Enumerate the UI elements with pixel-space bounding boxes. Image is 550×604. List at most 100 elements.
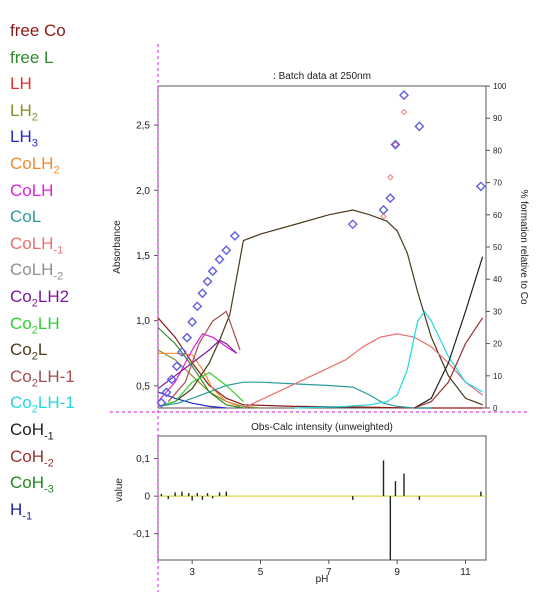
- bottom-plot-frame: [157, 435, 487, 561]
- legend-item-base: CoH: [10, 473, 45, 493]
- residual-bars: [158, 460, 486, 560]
- absorbance-point: [475, 181, 486, 192]
- species-line: [157, 371, 244, 407]
- absorbance-points: [156, 90, 486, 408]
- absorbance-point-calc: [392, 141, 399, 148]
- legend-item-tail: L: [37, 340, 48, 360]
- legend-item-subscript: 2: [31, 377, 38, 390]
- absorbance-point-calc: [400, 108, 408, 116]
- cursor-lines[interactable]: [110, 44, 530, 592]
- y2-tick-label: 30: [493, 307, 502, 316]
- legend-item: LH: [10, 71, 75, 98]
- absorbance-point: [385, 193, 396, 204]
- species-line: [157, 349, 261, 409]
- legend-item: CoH-2: [10, 444, 75, 471]
- y2-tick-label: 40: [493, 275, 502, 284]
- legend-item: CoLH-1: [10, 231, 75, 258]
- legend-item: CoH-1: [10, 417, 75, 444]
- species-line: [157, 209, 483, 407]
- y-tick-label: 0,5: [136, 381, 150, 392]
- absorbance-point: [207, 266, 218, 277]
- legend-item-subscript: -3: [44, 483, 54, 496]
- absorbance-point: [176, 346, 187, 357]
- legend-item-base: free L: [10, 47, 54, 67]
- y2-tick-label: 10: [493, 372, 502, 381]
- legend-item-tail: LH: [37, 313, 60, 333]
- legend-item: Co2LH-1: [10, 364, 75, 391]
- species-line: [414, 256, 484, 409]
- absorbance-point: [378, 204, 389, 215]
- legend-item: Co2LH: [10, 311, 75, 338]
- legend-item-base: free Co: [10, 21, 66, 40]
- species-legend: free Co free L LH LH2 LH3 CoLH2 CoLH CoL CoLH-1 C…: [10, 18, 75, 523]
- x-tick-label: 11: [460, 567, 471, 578]
- legend-item-base: H: [10, 499, 23, 519]
- legend-item-subscript: 2: [31, 111, 38, 124]
- top-plot-y2label: % formation relative to Co: [518, 189, 529, 304]
- y2-tick-label: 60: [493, 211, 502, 220]
- species-line: [157, 333, 237, 402]
- top-plot-title: : Batch data at 250nm: [273, 71, 371, 82]
- y-tick-label: 1,0: [136, 316, 150, 327]
- legend-item-base: CoLH: [10, 233, 54, 253]
- legend-item-base: Co: [10, 393, 32, 413]
- absorbance-point: [202, 276, 213, 287]
- legend-item-tail: LH-1: [37, 393, 75, 413]
- y-tick-label: 1,5: [136, 251, 150, 262]
- legend-item: CoH-3: [10, 470, 75, 497]
- legend-item: Co2L: [10, 337, 75, 364]
- absorbance-point: [390, 139, 401, 150]
- legend-item-subscript: -1: [44, 430, 54, 443]
- legend-item-base: LH: [10, 74, 32, 94]
- absorbance-point: [221, 245, 232, 256]
- absorbance-point: [192, 301, 203, 312]
- top-y2-axis: 0 10 20 30 40 50 60 70 80 90 100: [486, 82, 507, 413]
- legend-item-subscript: 2: [31, 297, 38, 310]
- legend-item-subscript: 2: [31, 403, 38, 416]
- bottom-x-axis: 3 5 7 9 11: [189, 560, 471, 578]
- legend-item-base: Co: [10, 313, 32, 333]
- legend-item-base: Co: [10, 340, 32, 360]
- absorbance-point: [171, 361, 182, 372]
- absorbance-point: [347, 219, 358, 230]
- legend-item: LH3: [10, 124, 75, 151]
- y2-tick-label: 90: [493, 114, 502, 123]
- y2-tick-label: 50: [493, 243, 502, 252]
- legend-item-subscript: -1: [53, 244, 64, 257]
- legend-item-subscript: 2: [31, 350, 38, 363]
- species-line: [294, 310, 483, 409]
- absorbance-point: [187, 316, 198, 327]
- legend-item-subscript: 2: [53, 164, 60, 177]
- legend-item: free Co: [10, 18, 75, 45]
- species-line: [157, 327, 244, 409]
- y2-tick-label: 100: [493, 82, 507, 91]
- legend-item-base: LH: [10, 127, 32, 147]
- absorbance-point: [399, 90, 409, 101]
- legend-item: CoLH: [10, 178, 75, 205]
- residual-plot: Obs-Calc intensity (unweighted) value pH…: [114, 422, 487, 585]
- legend-item-subscript: -1: [22, 510, 33, 523]
- absorbance-point: [414, 121, 425, 132]
- legend-item-subscript: 3: [31, 137, 38, 150]
- x-tick-label: 3: [189, 567, 195, 578]
- top-plot-ylabel: Absorbance: [112, 220, 123, 274]
- top-y-axis: 0,5 1,0 1,5 2,0 2,5: [136, 121, 158, 392]
- legend-item-base: CoH: [10, 419, 45, 439]
- legend-item: Co2LH2: [10, 284, 75, 311]
- legend-item-subscript: 2: [31, 323, 38, 336]
- y2-tick-label: 0: [493, 404, 498, 413]
- legend-item-base: LH: [10, 100, 32, 120]
- absorbance-point: [197, 288, 208, 299]
- y2-tick-label: 70: [493, 179, 502, 188]
- x-tick-label: 7: [326, 567, 332, 578]
- species-line: [158, 352, 241, 407]
- residual-y-tick-label: -0,1: [133, 529, 151, 540]
- species-line: [157, 317, 483, 409]
- bottom-plot-title: Obs-Calc intensity (unweighted): [251, 422, 393, 433]
- absorbance-point: [182, 332, 193, 343]
- absorbance-point-calc: [380, 213, 387, 220]
- absorbance-point-calc: [387, 173, 394, 181]
- residual-y-tick-label: 0: [144, 492, 150, 503]
- absorbance-point: [214, 254, 225, 265]
